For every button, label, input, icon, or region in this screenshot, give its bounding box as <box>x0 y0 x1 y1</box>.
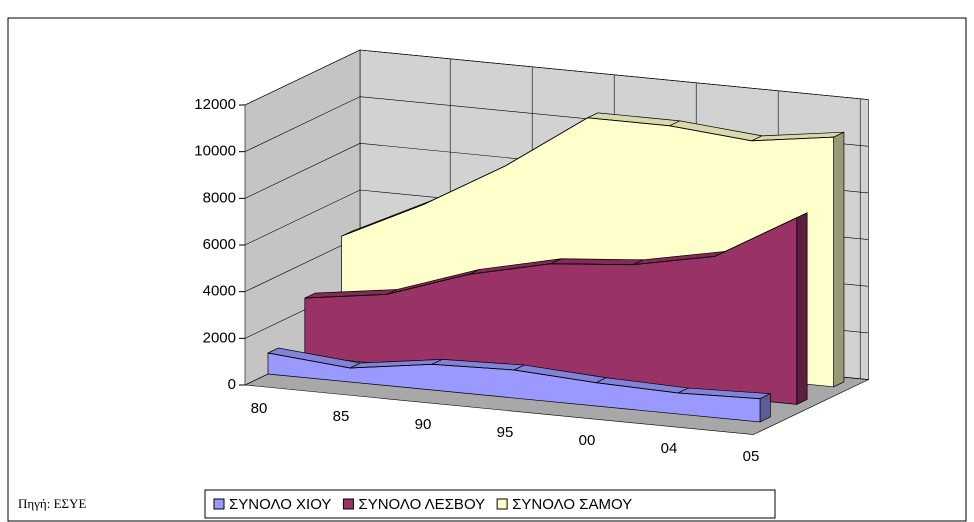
y-tick-label: 10000 <box>194 143 236 160</box>
y-tick-label: 12000 <box>194 96 236 113</box>
x-tick-label: 95 <box>497 424 514 441</box>
y-tick-label: 8000 <box>203 189 236 206</box>
x-tick-label: 05 <box>743 448 760 465</box>
x-tick-label: 90 <box>415 416 432 433</box>
legend-label: ΣΥΝΟΛΟ ΛΕΣΒΟΥ <box>358 496 485 513</box>
x-tick-label: 85 <box>333 408 350 425</box>
legend-swatch <box>496 498 508 510</box>
legend-swatch <box>342 498 354 510</box>
legend-label: ΣΥΝΟΛΟ ΧΙΟΥ <box>229 496 331 513</box>
x-tick-label: 04 <box>661 440 678 457</box>
x-tick-label: 00 <box>579 432 596 449</box>
legend-label: ΣΥΝΟΛΟ ΣΑΜΟΥ <box>512 496 632 513</box>
area-end <box>796 212 808 405</box>
area-end <box>759 393 771 423</box>
y-tick-label: 2000 <box>203 329 236 346</box>
area-end <box>833 131 845 388</box>
area-line <box>341 117 834 237</box>
legend-swatch <box>213 498 225 510</box>
grid-line <box>244 49 869 106</box>
y-tick-label: 4000 <box>203 283 236 300</box>
y-tick-label: 0 <box>228 376 236 393</box>
area-line <box>267 352 761 400</box>
x-tick-label: 80 <box>251 400 268 417</box>
legend-box <box>204 489 776 519</box>
area-line <box>304 217 797 299</box>
y-tick-label: 6000 <box>203 236 236 253</box>
source-note: Πηγή: ΕΣΥΕ <box>18 496 86 511</box>
